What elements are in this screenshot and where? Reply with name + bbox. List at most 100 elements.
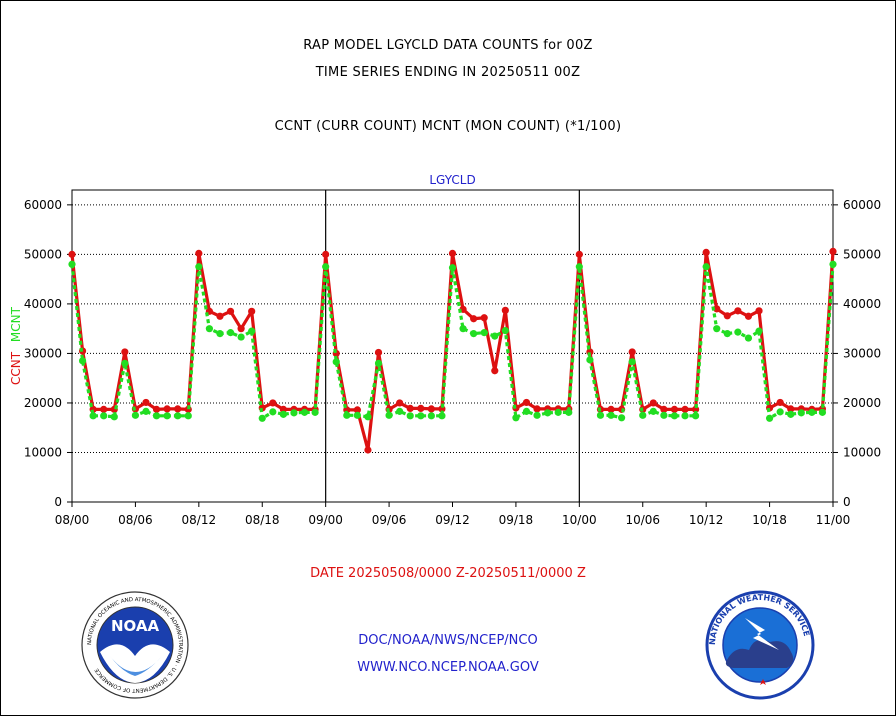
data-point-mcnt [269, 408, 277, 416]
data-point-ccnt [226, 307, 235, 315]
nws-logo: NATIONAL WEATHER SERVICE [705, 590, 815, 700]
data-point-mcnt [639, 411, 647, 419]
data-point-ccnt [776, 398, 784, 407]
data-point-mcnt [184, 412, 192, 420]
data-point-mcnt [533, 411, 541, 419]
data-point-mcnt [258, 414, 266, 422]
y-tick-label-left: 10000 [24, 445, 62, 459]
data-point-ccnt [374, 348, 383, 357]
chart-title-line2: TIME SERIES ENDING IN 20250511 00Z [315, 65, 581, 80]
x-tick-label: 08/00 [55, 513, 90, 527]
data-point-mcnt [152, 412, 161, 420]
data-point-mcnt [343, 411, 351, 419]
data-point-mcnt [237, 333, 245, 341]
x-tick-label: 09/06 [372, 513, 407, 527]
data-point-ccnt [702, 248, 710, 256]
data-point-mcnt [89, 412, 97, 420]
data-point-ccnt [491, 367, 499, 375]
y-axis-label: CCNT MCNT [9, 306, 23, 385]
noaa-logo-wordmark: NOAA [111, 617, 160, 635]
data-point-mcnt [226, 329, 235, 337]
y-tick-label-right: 20000 [843, 396, 881, 410]
data-point-mcnt [702, 263, 710, 271]
data-point-ccnt [681, 405, 689, 413]
data-point-ccnt [628, 348, 636, 356]
y-tick-label-right: 50000 [843, 247, 881, 261]
x-tick-label: 10/06 [625, 513, 660, 527]
data-point-mcnt [216, 330, 224, 338]
y-tick-label-right: 30000 [843, 346, 881, 360]
data-point-mcnt [121, 359, 129, 367]
data-point-mcnt [248, 327, 256, 335]
data-point-ccnt [279, 405, 287, 413]
x-tick-label: 08/18 [245, 513, 280, 527]
data-point-mcnt [364, 413, 372, 421]
data-point-mcnt [322, 263, 330, 271]
y-tick-label-left: 0 [54, 495, 62, 509]
data-point-mcnt [131, 411, 140, 419]
data-point-ccnt [575, 250, 583, 258]
data-point-mcnt [544, 409, 552, 417]
data-point-mcnt [332, 358, 340, 366]
data-point-ccnt [533, 405, 541, 413]
data-point-mcnt [808, 408, 816, 416]
data-point-ccnt [195, 249, 203, 257]
data-point-mcnt [818, 408, 827, 416]
data-point-mcnt [491, 332, 499, 340]
x-tick-label: 11/00 [816, 513, 851, 527]
data-point-mcnt [100, 412, 108, 420]
y-tick-label-left: 20000 [24, 396, 62, 410]
data-point-mcnt [797, 409, 805, 417]
x-tick-label: 10/12 [689, 513, 724, 527]
data-point-ccnt [522, 398, 531, 407]
data-point-mcnt [512, 414, 520, 422]
series-line-mcnt [70, 264, 835, 420]
data-point-mcnt [110, 413, 118, 421]
plot-area-frame [71, 189, 834, 503]
data-point-ccnt [607, 405, 615, 413]
data-point-ccnt [237, 325, 245, 333]
data-point-ccnt [152, 405, 161, 413]
data-point-ccnt [248, 307, 256, 315]
data-point-mcnt [396, 407, 404, 415]
data-point-ccnt [100, 405, 108, 413]
noaa-logo: NOAA NATIONAL OCEANIC AND ATMOSPHERIC AD… [81, 591, 189, 699]
data-point-mcnt [290, 409, 298, 417]
data-point-mcnt [744, 334, 753, 342]
data-point-ccnt [322, 250, 330, 258]
data-point-mcnt [417, 412, 425, 420]
x-tick-label: 08/06 [118, 513, 153, 527]
y-tick-label-left: 40000 [24, 297, 62, 311]
data-point-ccnt [364, 446, 372, 454]
data-point-mcnt [618, 414, 626, 422]
data-point-ccnt [660, 405, 668, 413]
data-point-mcnt [501, 327, 509, 335]
data-point-ccnt [174, 405, 182, 413]
data-point-ccnt [396, 399, 404, 407]
y-tick-label-left: 60000 [24, 198, 62, 212]
website-link[interactable]: WWW.NCO.NCEP.NOAA.GOV [357, 660, 539, 675]
data-point-ccnt [649, 399, 657, 407]
y-tick-label-right: 10000 [843, 445, 881, 459]
data-point-mcnt [522, 407, 531, 415]
data-point-mcnt [607, 411, 615, 419]
org-label: DOC/NOAA/NWS/NCEP/NCO [358, 633, 538, 648]
data-point-mcnt [205, 325, 214, 333]
x-tick-label: 09/12 [435, 513, 470, 527]
data-point-ccnt [787, 405, 795, 413]
data-point-ccnt [829, 247, 837, 256]
data-point-mcnt [660, 411, 668, 419]
data-point-mcnt [734, 328, 742, 336]
data-point-mcnt [311, 408, 319, 416]
y-tick-label-left: 30000 [24, 346, 62, 360]
data-point-ccnt [216, 312, 224, 320]
data-point-mcnt [565, 408, 573, 416]
data-point-ccnt [406, 404, 414, 412]
data-point-ccnt [744, 312, 753, 320]
panel-label: LGYCLD [429, 173, 475, 187]
data-point-ccnt [353, 406, 361, 414]
data-point-ccnt [723, 312, 731, 320]
data-point-ccnt [755, 307, 763, 315]
data-point-mcnt [300, 408, 309, 416]
